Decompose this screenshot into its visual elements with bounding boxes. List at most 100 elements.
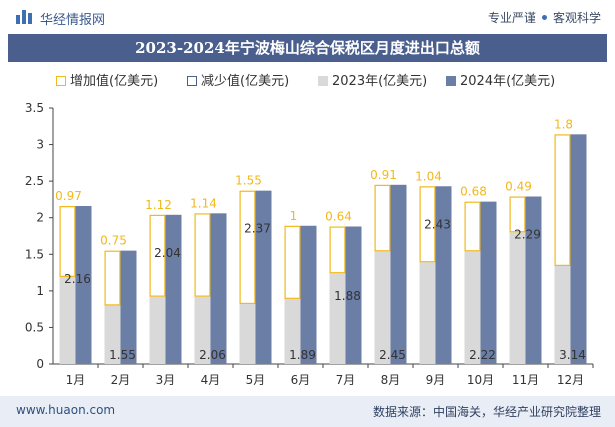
data-label-increase: 1.8 xyxy=(554,117,573,131)
bar-2024 xyxy=(255,190,272,364)
x-tick-label: 5月 xyxy=(246,373,266,387)
footer-bar: www.huaon.com 数据来源：中国海关，华经产业研究院整理 xyxy=(0,396,615,427)
bar-2024 xyxy=(210,213,227,364)
data-label-2024: 2.37 xyxy=(244,222,271,236)
bar-increase xyxy=(464,201,481,252)
legend-swatch-increase xyxy=(56,76,66,86)
x-tick-label: 1月 xyxy=(66,373,86,387)
bar-2024 xyxy=(480,201,497,364)
x-tick-label: 3月 xyxy=(156,373,176,387)
x-tick-label: 10月 xyxy=(467,373,494,387)
bar-2023 xyxy=(419,262,436,364)
data-label-increase: 0.91 xyxy=(370,168,397,182)
data-label-2024: 2.43 xyxy=(424,217,451,231)
bar-increase xyxy=(149,214,166,297)
bar-2024 xyxy=(75,206,92,364)
data-label-increase: 1.14 xyxy=(190,196,217,210)
data-label-increase: 0.49 xyxy=(505,180,532,194)
data-label-2024: 2.16 xyxy=(64,272,91,286)
bar-2024 xyxy=(525,196,542,364)
legend-item-2023: 2023年(亿美元) xyxy=(318,70,427,89)
data-label-increase: 0.97 xyxy=(55,189,82,203)
x-tick-label: 2月 xyxy=(111,373,131,387)
data-label-2024: 2.29 xyxy=(514,228,541,242)
bar-increase xyxy=(509,196,526,233)
bar-increase xyxy=(329,226,346,274)
y-tick-label: 3 xyxy=(36,138,44,152)
legend-label-2023: 2023年(亿美元) xyxy=(332,74,428,89)
bar-2023 xyxy=(509,232,526,364)
legend-item-increase: 增加值(亿美元) xyxy=(56,70,158,89)
y-tick-label: 1.5 xyxy=(25,247,44,261)
legend-label-2024: 2024年(亿美元) xyxy=(460,74,556,89)
legend-label-increase: 增加值(亿美元) xyxy=(70,74,159,89)
legend-label-decrease: 减少值(亿美元) xyxy=(201,74,290,89)
legend-item-decrease: 减少值(亿美元) xyxy=(187,70,289,89)
x-tick-label: 4月 xyxy=(201,373,221,387)
logo-icon xyxy=(16,10,34,24)
bar-2024 xyxy=(570,134,587,364)
bar-2024 xyxy=(165,214,182,364)
brand-name: 华经情报网 xyxy=(40,13,106,28)
data-label-increase: 1.12 xyxy=(145,198,172,212)
bar-2023 xyxy=(284,298,301,364)
title-bar: 2023-2024年宁波梅山综合保税区月度进出口总额 xyxy=(8,34,607,62)
bar-increase xyxy=(104,250,121,306)
bar-2023 xyxy=(59,276,76,364)
bar-2023 xyxy=(374,251,391,364)
footer-source: 数据来源：中国海关，华经产业研究院整理 xyxy=(372,405,601,419)
bar-2023 xyxy=(464,251,481,364)
bar-2023 xyxy=(554,265,571,364)
bar-2024 xyxy=(300,225,317,364)
chart-plot: 0 0.5 1 1.5 2 2.5 3 3.5 0.97 2.16 1月 0.75 1.55 2月 1.12… xyxy=(25,101,594,387)
bar-increase xyxy=(374,184,391,252)
bar-2024 xyxy=(120,250,137,364)
data-label-increase: 0.64 xyxy=(325,209,352,223)
tagline-right: 客观科学 xyxy=(552,11,601,25)
data-label-2024: 2.06 xyxy=(199,348,226,362)
legend-swatch-decrease xyxy=(187,76,197,86)
bar-2023 xyxy=(194,296,211,364)
y-tick-label: 1 xyxy=(36,284,44,298)
bar-increase xyxy=(239,190,256,305)
data-label-increase: 0.75 xyxy=(100,234,127,248)
chart-title: 2023-2024年宁波梅山综合保税区月度进出口总额 xyxy=(135,39,480,57)
tagline: 专业严谨 客观科学 xyxy=(488,9,601,26)
legend-item-2024: 2024年(亿美元) xyxy=(446,70,555,89)
data-label-increase: 1 xyxy=(290,209,298,223)
bar-increase xyxy=(284,225,301,299)
x-tick-label: 7月 xyxy=(336,373,356,387)
data-label-increase: 0.68 xyxy=(460,185,487,199)
dot-icon xyxy=(541,15,547,20)
x-tick-label: 6月 xyxy=(291,373,311,387)
data-label-increase: 1.55 xyxy=(235,174,262,188)
y-tick-label: 0 xyxy=(36,357,44,371)
bar-increase xyxy=(194,213,211,297)
data-label-2024: 3.14 xyxy=(559,348,586,362)
tagline-left: 专业严谨 xyxy=(487,11,536,25)
bar-2024 xyxy=(390,184,407,364)
bar-2024 xyxy=(345,226,362,364)
header-bar: 华经情报网 专业严谨 客观科学 xyxy=(0,0,615,34)
y-tick-label: 2 xyxy=(36,211,44,225)
bar-2024 xyxy=(435,186,452,364)
data-label-2024: 1.55 xyxy=(109,348,136,362)
y-tick-label: 2.5 xyxy=(25,174,44,188)
data-label-increase: 1.04 xyxy=(415,169,442,183)
bar-2023 xyxy=(104,305,121,364)
bar-2023 xyxy=(239,304,256,364)
data-label-2024: 2.22 xyxy=(469,348,496,362)
bar-2023 xyxy=(329,273,346,364)
bar-2023 xyxy=(149,296,166,364)
bar-increase xyxy=(554,134,571,266)
x-tick-label: 8月 xyxy=(381,373,401,387)
footer-site: www.huaon.com xyxy=(16,403,116,417)
data-label-2024: 1.88 xyxy=(334,289,361,303)
legend-swatch-2023 xyxy=(318,76,328,86)
data-label-2024: 2.45 xyxy=(379,348,406,362)
legend-swatch-2024 xyxy=(446,76,456,86)
y-tick-label: 3.5 xyxy=(25,101,44,115)
x-tick-label: 12月 xyxy=(557,373,584,387)
y-tick-label: 0.5 xyxy=(25,320,44,334)
bar-increase xyxy=(59,206,76,277)
